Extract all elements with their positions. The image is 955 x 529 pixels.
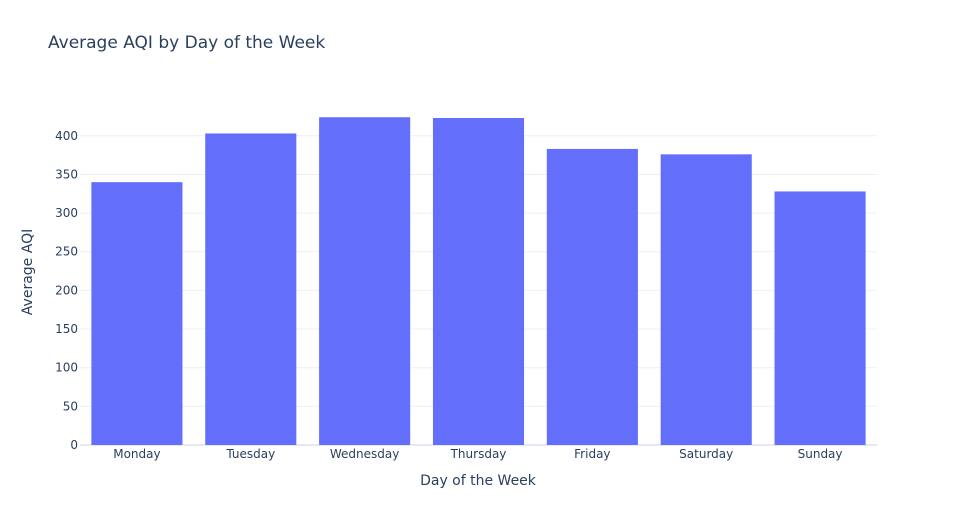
y-tick-label: 150 [55,322,78,336]
y-tick-label: 300 [55,206,78,220]
bar-saturday[interactable] [660,154,752,445]
x-axis-ticks: Monday Tuesday Wednesday Thursday Friday Satu… [113,447,842,461]
y-tick-label: 0 [70,438,78,452]
bar-wednesday[interactable] [319,117,411,445]
y-tick-label: 200 [55,283,78,297]
x-tick-label: Friday [574,447,610,461]
chart-title: Average AQI by Day of the Week [48,33,326,53]
y-tick-label: 50 [63,399,78,413]
y-tick-label: 250 [55,245,78,259]
y-tick-label: 350 [55,167,78,181]
x-tick-label: Saturday [679,447,733,461]
bar-sunday[interactable] [774,191,866,445]
x-axis-title: Day of the Week [420,473,537,489]
y-tick-label: 100 [55,361,78,375]
bar-monday[interactable] [91,182,183,445]
y-tick-label: 400 [55,129,78,143]
x-tick-label: Sunday [798,447,843,461]
x-tick-label: Tuesday [225,447,275,461]
bar-friday[interactable] [546,148,638,446]
y-axis-ticks: 0 50 100 150 200 250 300 350 400 [55,129,78,452]
bars [91,117,866,446]
x-tick-label: Monday [113,447,160,461]
bar-thursday[interactable] [432,118,525,446]
bar-tuesday[interactable] [205,133,297,446]
x-tick-label: Thursday [450,447,507,461]
y-axis-title: Average AQI [20,229,36,315]
x-tick-label: Wednesday [330,447,399,461]
